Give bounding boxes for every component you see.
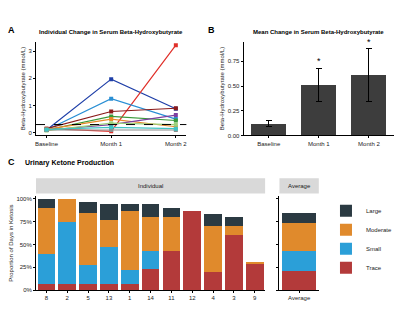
svg-text:Small: Small xyxy=(366,246,381,252)
svg-text:11: 11 xyxy=(168,295,175,301)
svg-text:25%: 25% xyxy=(20,264,33,270)
svg-text:1: 1 xyxy=(28,103,32,109)
svg-text:Urinary Ketone Production: Urinary Ketone Production xyxy=(25,159,114,167)
svg-text:9: 9 xyxy=(253,295,257,301)
svg-text:2: 2 xyxy=(28,75,32,81)
svg-text:Average: Average xyxy=(288,295,311,301)
svg-text:75%: 75% xyxy=(20,219,33,225)
svg-text:0.50: 0.50 xyxy=(228,83,240,89)
svg-text:3: 3 xyxy=(28,48,32,54)
svg-text:0%: 0% xyxy=(23,287,32,293)
svg-text:100%: 100% xyxy=(16,196,32,202)
svg-text:Large: Large xyxy=(366,208,382,214)
svg-text:Baseline: Baseline xyxy=(257,141,281,147)
svg-text:A: A xyxy=(8,25,15,35)
svg-text:Mean Change in Serum Beta-Hydr: Mean Change in Serum Beta-Hydroxybutyrat… xyxy=(253,29,384,35)
svg-text:50%: 50% xyxy=(20,242,33,248)
svg-text:1: 1 xyxy=(128,295,132,301)
svg-text:Trace: Trace xyxy=(366,265,382,271)
svg-text:Month 1: Month 1 xyxy=(100,141,122,147)
svg-text:8: 8 xyxy=(45,295,49,301)
svg-text:Individual: Individual xyxy=(138,183,163,189)
svg-text:0.00: 0.00 xyxy=(228,133,240,139)
svg-text:*: * xyxy=(367,37,371,47)
svg-text:*: * xyxy=(317,56,321,66)
svg-text:Beta-Hydroxybutyrate (mmol/L): Beta-Hydroxybutyrate (mmol/L) xyxy=(219,47,225,130)
svg-text:2: 2 xyxy=(66,295,70,301)
svg-text:12: 12 xyxy=(189,295,196,301)
svg-text:0.25: 0.25 xyxy=(228,108,240,114)
svg-text:Moderate: Moderate xyxy=(366,227,392,233)
svg-text:4: 4 xyxy=(211,295,215,301)
svg-text:Month 2: Month 2 xyxy=(358,141,380,147)
svg-text:Average: Average xyxy=(288,183,311,189)
svg-text:C: C xyxy=(8,157,15,167)
svg-text:B: B xyxy=(208,25,215,35)
svg-text:Baseline: Baseline xyxy=(35,141,59,147)
svg-text:Individual Change in Serum Bet: Individual Change in Serum Beta-Hydroxyb… xyxy=(39,29,183,35)
svg-text:0: 0 xyxy=(28,130,32,136)
svg-text:Beta-Hydroxybutyrate (mmol/L): Beta-Hydroxybutyrate (mmol/L) xyxy=(20,47,26,130)
svg-text:14: 14 xyxy=(147,295,154,301)
svg-text:5: 5 xyxy=(86,295,90,301)
svg-text:3: 3 xyxy=(232,295,236,301)
svg-text:0.75: 0.75 xyxy=(228,58,240,64)
svg-text:Month 1: Month 1 xyxy=(308,141,330,147)
svg-text:Month 2: Month 2 xyxy=(165,141,187,147)
svg-text:13: 13 xyxy=(106,295,113,301)
svg-text:Proportion of Days in Ketosis: Proportion of Days in Ketosis xyxy=(8,204,14,281)
